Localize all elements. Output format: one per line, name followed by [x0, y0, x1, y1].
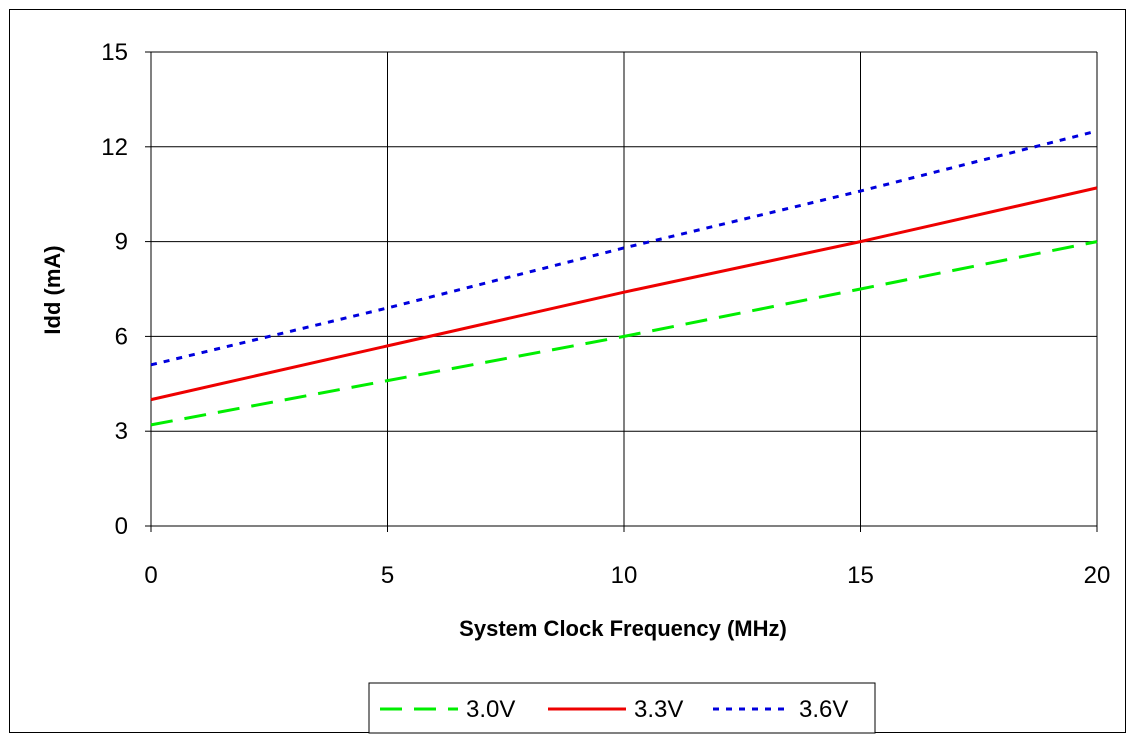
- legend: 3.0V 3.3V 3.6V: [368, 682, 876, 734]
- y-tick-label: 3: [115, 418, 128, 445]
- y-tick-label: 15: [101, 39, 128, 66]
- series-line-0: [150, 240, 1098, 427]
- series-line-2: [150, 129, 1098, 367]
- y-tick-label: 9: [115, 229, 128, 256]
- tick-labels: 0 5 10 15 20 0 3 6 9 12 15: [101, 39, 1110, 589]
- x-tick-label: 20: [1084, 562, 1111, 589]
- x-tick-label: 0: [144, 562, 157, 589]
- legend-label: 3.3V: [634, 696, 683, 723]
- y-tick-label: 6: [115, 323, 128, 350]
- series-layer: [150, 129, 1098, 427]
- legend-label: 3.0V: [466, 696, 515, 723]
- x-tick-label: 10: [611, 562, 638, 589]
- x-axis-label: System Clock Frequency (MHz): [459, 616, 787, 641]
- x-tick-label: 5: [381, 562, 394, 589]
- series-line-1: [150, 186, 1098, 402]
- y-tick-label: 12: [101, 134, 128, 161]
- y-tick-label: 0: [115, 513, 128, 540]
- chart-frame: [9, 9, 1126, 733]
- x-tick-label: 15: [847, 562, 874, 589]
- legend-label: 3.6V: [799, 696, 848, 723]
- y-axis-label: Idd (mA): [40, 245, 65, 334]
